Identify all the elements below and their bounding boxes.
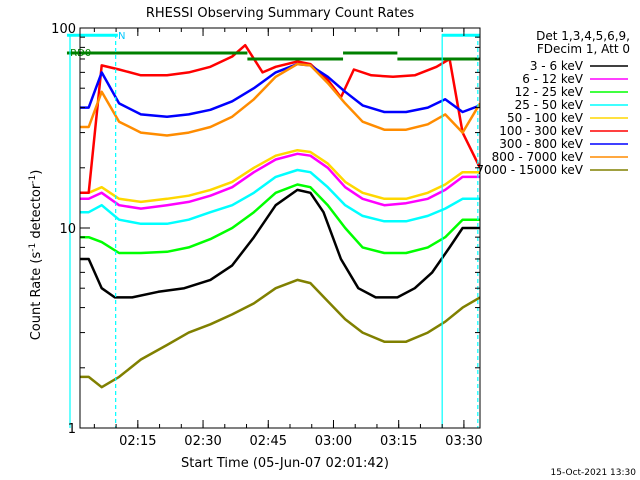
y-axis-label-end: ) xyxy=(29,170,44,175)
series-line-800-7000-kev xyxy=(80,62,480,137)
series-line-6-12-kev xyxy=(80,152,480,210)
chart-title: RHESSI Observing Summary Count Rates xyxy=(146,6,415,21)
series-line-7000-15000-kev xyxy=(80,278,480,389)
x-tick-label: 03:15 xyxy=(380,434,417,449)
plot-border xyxy=(79,27,481,429)
series-line-100-300-kev xyxy=(80,43,480,195)
legend-label-800-7000-kev: 800 - 7000 keV xyxy=(492,150,584,164)
annotation-rd0: RD0 xyxy=(70,48,91,59)
legend-label-100-300-kev: 100 - 300 keV xyxy=(499,124,583,138)
legend-label-50-100-kev: 50 - 100 keV xyxy=(507,111,584,125)
legend-label-3-6-kev: 3 - 6 keV xyxy=(530,59,584,73)
y-axis-label-main: Count Rate (s xyxy=(29,252,44,341)
y-axis-label-sup2: -1 xyxy=(28,175,38,184)
legend-header-line: Det 1,3,4,5,6,9, xyxy=(536,29,630,43)
x-axis-label: Start Time (05-Jun-07 02:01:42) xyxy=(181,456,389,471)
y-axis-label: Count Rate (s-1 detector-1) xyxy=(28,170,44,341)
series-line-50-100-kev xyxy=(80,148,480,204)
y-axis: 1 10 100 xyxy=(51,22,480,437)
legend-header-line: FDecim 1, Att 0 xyxy=(537,42,630,56)
status-bars: RD0 N xyxy=(66,31,480,428)
x-tick-label: 03:00 xyxy=(315,434,352,449)
series-line-25-50-kev xyxy=(80,168,480,226)
legend-label-300-800-kev: 300 - 800 keV xyxy=(499,137,583,151)
x-axis: 02:15 02:30 02:45 03:00 03:15 03:30 xyxy=(93,28,483,449)
y-tick-label: 1 xyxy=(68,422,76,437)
x-tick-label: 02:45 xyxy=(250,434,287,449)
legend-label-12-25-kev: 12 - 25 keV xyxy=(515,85,584,99)
legend: Det 1,3,4,5,6,9,FDecim 1, Att 0 3 - 6 keV… xyxy=(476,29,630,177)
series-line-3-6-kev xyxy=(80,188,480,299)
x-tick-label: 03:30 xyxy=(445,434,482,449)
y-axis-label-sup1: -1 xyxy=(28,243,38,252)
series-layer xyxy=(80,43,480,389)
annotation-n: N xyxy=(118,31,125,42)
y-axis-label-rest: detector xyxy=(29,183,44,243)
series-line-12-25-kev xyxy=(80,183,480,255)
y-tick-label: 10 xyxy=(59,222,76,237)
plot-frame xyxy=(79,27,481,429)
legend-label-6-12-kev: 6 - 12 keV xyxy=(522,72,584,86)
series-line-300-800-kev xyxy=(80,62,480,118)
y-tick-label: 100 xyxy=(51,22,76,37)
x-tick-label: 02:30 xyxy=(184,434,221,449)
x-tick-label: 02:15 xyxy=(119,434,156,449)
legend-label-7000-15000-kev: 7000 - 15000 keV xyxy=(476,163,583,177)
footer-timestamp: 15-Oct-2021 13:30 xyxy=(551,468,637,478)
legend-label-25-50-kev: 25 - 50 keV xyxy=(515,98,584,112)
